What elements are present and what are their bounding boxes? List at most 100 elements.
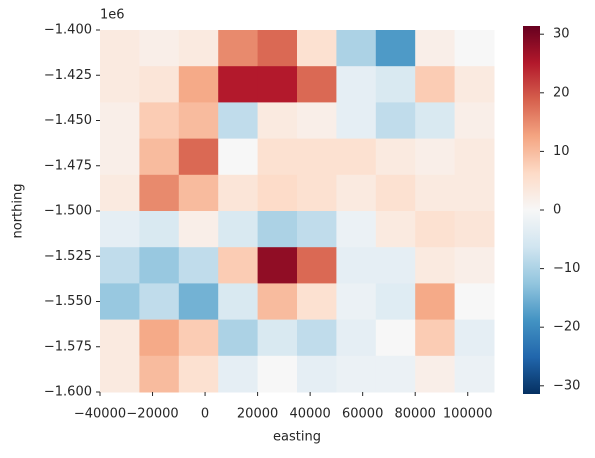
- heatmap-cell: [336, 138, 377, 176]
- x-tick-label: 0: [201, 407, 209, 422]
- heatmap-cell: [178, 319, 219, 357]
- heatmap-cell: [139, 247, 180, 284]
- colorbar-tick-label: 10: [553, 144, 570, 159]
- heatmap-cell: [218, 211, 259, 248]
- x-tick-label: 40000: [289, 407, 330, 422]
- x-tick-label: 100000: [443, 407, 493, 422]
- heatmap-cell: [375, 319, 416, 357]
- heatmap-cell: [139, 319, 180, 357]
- heatmap-cell: [218, 102, 259, 140]
- heatmap-cell: [336, 283, 377, 321]
- y-tick-label: −1.400: [44, 23, 92, 38]
- y-tick-label: −1.600: [44, 385, 92, 400]
- heatmap-cell: [297, 283, 337, 321]
- x-tick-label: −40000: [74, 407, 126, 422]
- heatmap-cell: [218, 30, 259, 67]
- heatmap-cell: [218, 283, 259, 321]
- heatmap-cell: [297, 138, 337, 176]
- heatmap-cell: [336, 102, 377, 140]
- heatmap-cell: [100, 355, 140, 393]
- colorbar-tick-label: 0: [553, 203, 561, 218]
- heatmap-cell: [257, 247, 298, 284]
- heatmap-cell: [454, 283, 495, 321]
- heatmap-cell: [375, 211, 416, 248]
- y-tick-label: −1.500: [44, 204, 92, 219]
- heatmap-cell: [178, 102, 219, 140]
- heatmap-cell: [100, 319, 140, 357]
- heatmap-cell: [454, 138, 495, 176]
- heatmap-cell: [218, 247, 259, 284]
- heatmap-cell: [100, 138, 140, 176]
- heatmap-cell: [297, 30, 337, 67]
- heatmap-cell: [415, 355, 456, 393]
- heatmap-cell: [297, 174, 337, 212]
- y-tick-label: −1.475: [44, 158, 92, 173]
- heatmap-cell: [139, 30, 180, 67]
- heatmap-cell: [454, 174, 495, 212]
- heatmap-cell: [178, 283, 219, 321]
- heatmap-cell: [178, 66, 219, 103]
- colorbar-tick-label: −10: [553, 261, 580, 276]
- heatmap-cell: [336, 66, 377, 103]
- heatmap-cell: [218, 66, 259, 103]
- heatmap-cell: [139, 283, 180, 321]
- heatmap-cell: [257, 355, 298, 393]
- heatmap-cell: [257, 174, 298, 212]
- heatmap-cell: [218, 319, 259, 357]
- heatmap-cell: [454, 247, 495, 284]
- heatmap-cell: [178, 30, 219, 67]
- heatmap-cell: [415, 66, 456, 103]
- heatmap-cell: [454, 355, 495, 393]
- heatmap-cell: [454, 211, 495, 248]
- x-axis-label: easting: [273, 430, 321, 445]
- heatmap-cell: [218, 138, 259, 176]
- heatmap-cell: [257, 283, 298, 321]
- heatmap-cell: [415, 102, 456, 140]
- heatmap-cell: [336, 355, 377, 393]
- y-tick-label: −1.550: [44, 294, 92, 309]
- heatmap-cell: [336, 211, 377, 248]
- heatmap-cell: [375, 102, 416, 140]
- heatmap-cell: [297, 355, 337, 393]
- heatmap-cell: [178, 247, 219, 284]
- heatmap-cell: [178, 211, 219, 248]
- heatmap-cell: [257, 102, 298, 140]
- heatmap-cell: [100, 30, 140, 67]
- heatmap-cell: [257, 66, 298, 103]
- heatmap-cell: [139, 211, 180, 248]
- colorbar: [523, 26, 540, 394]
- heatmap-cell: [454, 102, 495, 140]
- heatmap-cell: [375, 247, 416, 284]
- heatmap-cell: [375, 174, 416, 212]
- heatmap-cell: [415, 30, 456, 67]
- heatmap-cell: [375, 66, 416, 103]
- heatmap-cell: [297, 66, 337, 103]
- y-tick-label: −1.450: [44, 113, 92, 128]
- x-tick-label: 80000: [395, 407, 436, 422]
- heatmap-cell: [100, 211, 140, 248]
- heatmap-cell: [100, 102, 140, 140]
- heatmap-cell: [257, 138, 298, 176]
- x-tick-label: 20000: [237, 407, 278, 422]
- heatmap-cell: [454, 66, 495, 103]
- heatmap-cell: [218, 355, 259, 393]
- heatmap-cell: [336, 174, 377, 212]
- y-axis-label: northing: [11, 184, 26, 239]
- heatmap-cell: [257, 30, 298, 67]
- y-tick-label: −1.525: [44, 249, 92, 264]
- heatmap-cell: [139, 102, 180, 140]
- heatmap-cell: [454, 30, 495, 67]
- heatmap-cell: [297, 247, 337, 284]
- heatmap-cell: [100, 66, 140, 103]
- heatmap-cell: [297, 211, 337, 248]
- heatmap-cell: [415, 174, 456, 212]
- heatmap-cell: [415, 211, 456, 248]
- colorbar-tick-label: −30: [553, 378, 580, 393]
- x-tick-label: −20000: [126, 407, 178, 422]
- heatmap-cell: [218, 174, 259, 212]
- heatmap-cell: [257, 211, 298, 248]
- colorbar-tick-label: 30: [553, 27, 570, 42]
- heatmap-cell: [139, 355, 180, 393]
- heatmap-cell: [139, 66, 180, 103]
